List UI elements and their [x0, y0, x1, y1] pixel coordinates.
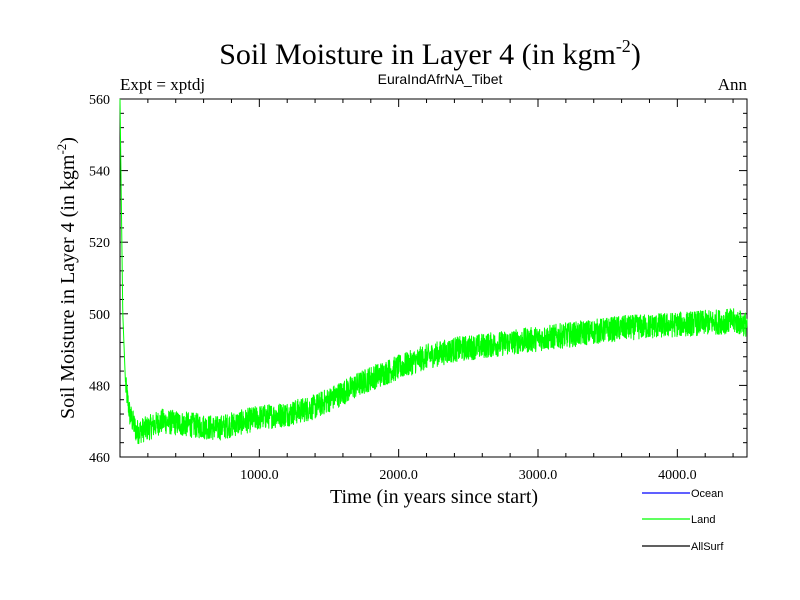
chart-title: Soil Moisture in Layer 4 (in kgm-2) [219, 36, 641, 71]
series-layer [119, 98, 748, 445]
y-tick-label: 560 [89, 93, 110, 108]
y-tick-label: 540 [89, 165, 110, 180]
plot-frame [119, 98, 748, 458]
x-axis-label: Time (in years since start) [330, 486, 538, 508]
y-tick-label: 460 [89, 451, 110, 466]
region-label: EuraIndAfrNA_Tibet [378, 71, 503, 87]
experiment-label: Expt = xptdj [120, 75, 205, 94]
y-tick-label: 500 [89, 308, 110, 323]
y-axis: 460 480 500 520 540 560 [89, 93, 747, 466]
x-tick-label: 3000.0 [519, 468, 558, 483]
season-label: Ann [718, 75, 748, 94]
legend: Ocean Land AllSurf [642, 488, 724, 553]
x-tick-label: 1000.0 [240, 468, 279, 483]
y-tick-label: 480 [89, 379, 110, 394]
y-minor-ticks [120, 112, 747, 444]
y-tick-label: 520 [89, 236, 110, 251]
x-tick-label: 4000.0 [658, 468, 697, 483]
legend-ocean-label: Ocean [691, 488, 723, 500]
legend-allsurf-label: AllSurf [691, 541, 724, 553]
y-axis-label: Soil Moisture in Layer 4 (in kgm-2) [54, 137, 79, 419]
x-minor-ticks [147, 99, 734, 457]
series-line-land [119, 98, 748, 445]
x-axis: 1000.0 2000.0 3000.0 4000.0 [240, 99, 697, 483]
legend-land-label: Land [691, 514, 715, 526]
x-tick-label: 2000.0 [379, 468, 418, 483]
